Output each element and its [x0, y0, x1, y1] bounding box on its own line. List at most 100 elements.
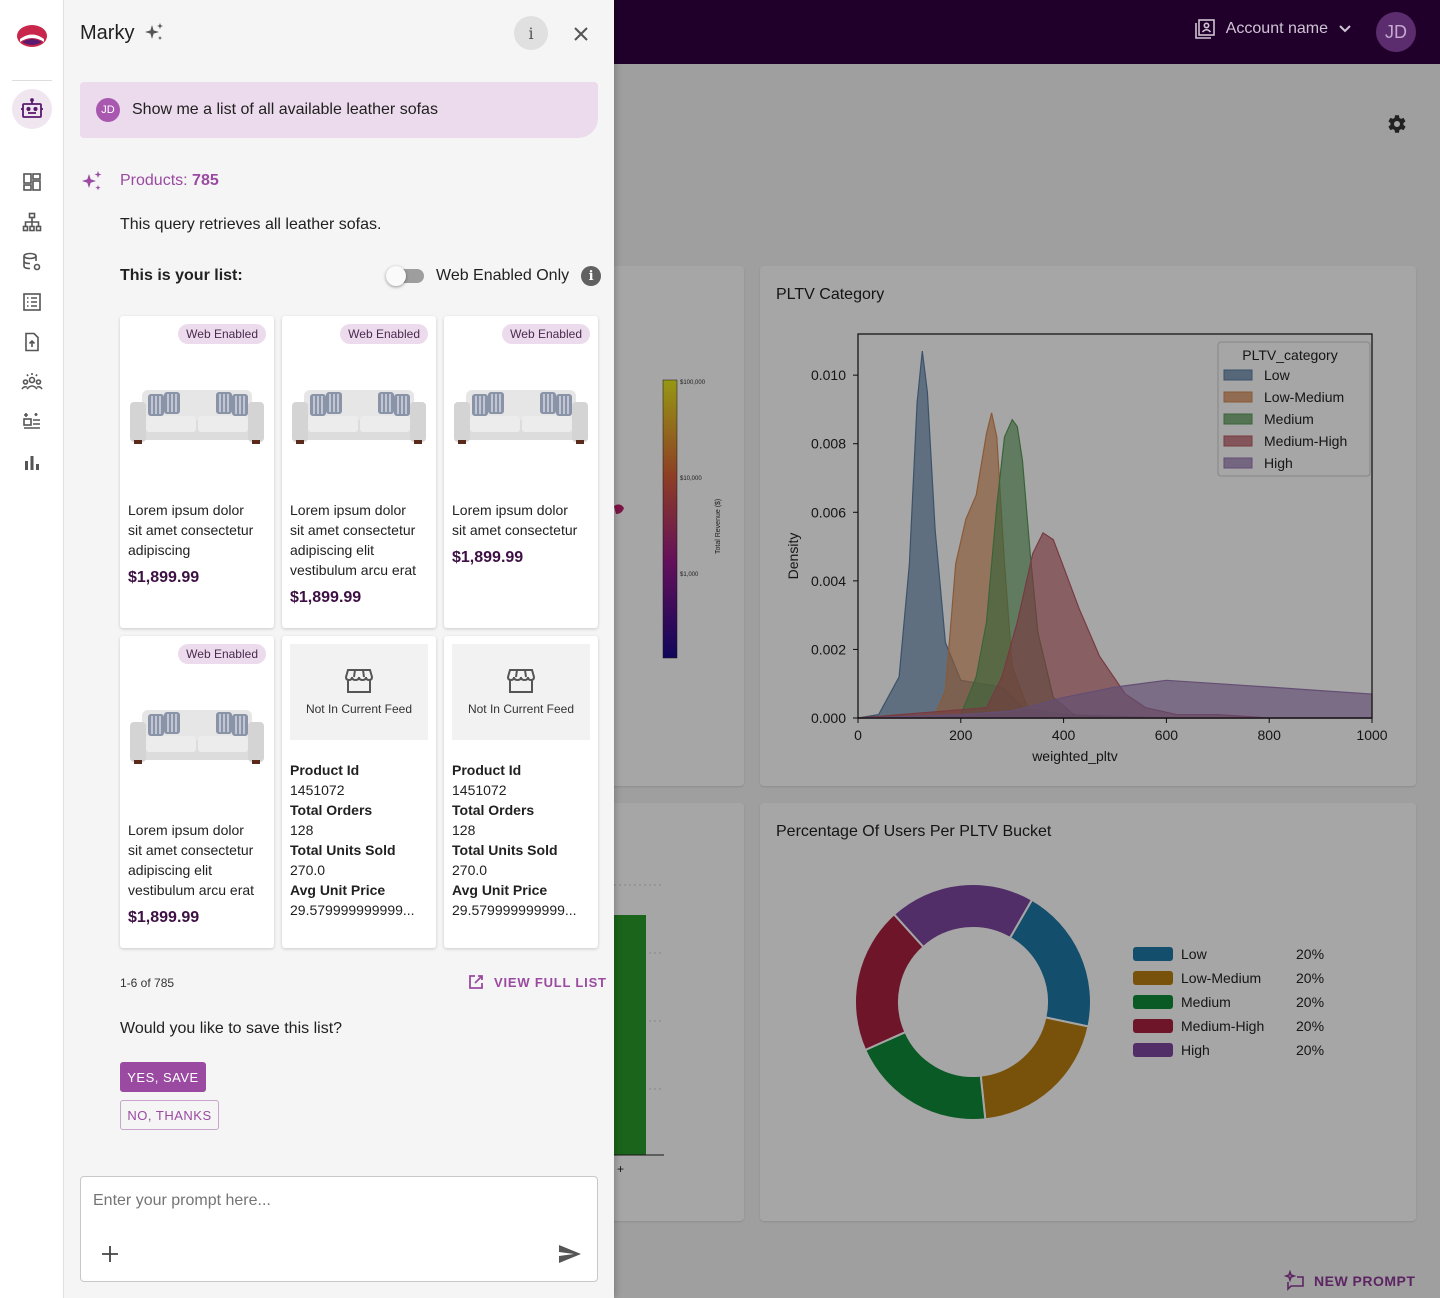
y-tick-label: 0.000	[811, 710, 846, 726]
legend-swatch	[1223, 457, 1253, 469]
dashboard: $100,000 $10,000 $1,000 Total Revenue ($…	[574, 64, 1440, 1298]
panel-close-button[interactable]	[564, 17, 598, 51]
no-thanks-button[interactable]: NO, THANKS	[120, 1100, 219, 1130]
panel-header: Marky	[80, 21, 166, 45]
donut-legend-label: Low-Medium	[1181, 970, 1261, 986]
database-gear-icon	[23, 252, 41, 271]
density-legend	[1217, 341, 1371, 477]
product-image	[290, 352, 428, 478]
web-enabled-switch[interactable]	[386, 266, 424, 286]
storefront-icon	[345, 669, 373, 693]
product-desc-line: sit amet consectetur	[290, 522, 416, 538]
sparkle-chat-icon	[1284, 1270, 1304, 1291]
rail-item-ai-content[interactable]	[20, 410, 44, 434]
user-avatar[interactable]: JD	[1376, 12, 1416, 52]
legend-entry: High	[1264, 455, 1293, 471]
user-message-avatar: JD	[96, 98, 120, 122]
product-desc-line: vestibulum arcu erat	[290, 562, 417, 578]
web-enabled-info-icon[interactable]: i	[581, 266, 602, 286]
y-tick-label: 0.006	[811, 504, 846, 520]
x-tick-label: 200	[949, 727, 973, 743]
brand-logo-icon[interactable]	[16, 22, 48, 50]
product-desc-line: adipiscing elit	[128, 862, 213, 878]
product-id-label: Product Id	[290, 762, 360, 778]
account-name: Account name	[1225, 20, 1328, 37]
new-prompt-label: NEW PROMPT	[1314, 1273, 1416, 1289]
product-description: Lorem ipsum dolor sit amet consectetur a…	[128, 820, 268, 928]
product-desc-line: vestibulum arcu erat	[128, 882, 255, 898]
revenue-colorbar: $100,000 $10,000 $1,000 Total Revenue ($…	[614, 379, 722, 659]
total-orders-value: 128	[290, 822, 314, 838]
products-label: Products:	[120, 172, 188, 189]
product-desc-line: sit amet consectetur	[128, 842, 254, 858]
sofa-icon	[454, 390, 588, 444]
assistant-panel: Marky i JD Show me a list of all availab…	[64, 0, 614, 1298]
bar-tick: +	[617, 1162, 624, 1176]
view-full-list-link[interactable]: VIEW FULL LIST	[468, 974, 607, 990]
x-tick-label: 800	[1258, 727, 1282, 743]
product-desc-line: Lorem ipsum dolor	[128, 822, 244, 838]
product-desc-line: adipiscing	[128, 542, 191, 558]
not-in-feed-label: Not In Current Feed	[467, 702, 575, 716]
x-tick-label: 1000	[1356, 727, 1387, 743]
product-card[interactable]: Web Enabled Lorem ipsum dolor sit amet c…	[120, 636, 274, 948]
total-orders-value: 128	[452, 822, 476, 838]
rail-item-data-settings[interactable]	[20, 250, 44, 274]
product-card[interactable]: Web Enabled Lorem ipsum dolor sit amet c…	[282, 316, 436, 628]
rail-item-assistant[interactable]	[12, 89, 52, 129]
rail-item-upload[interactable]	[20, 330, 44, 354]
product-image	[128, 672, 266, 798]
pltv-card-title: PLTV Category	[776, 286, 885, 303]
not-in-feed-label: Not In Current Feed	[305, 702, 413, 716]
donut-legend-value: 20%	[1296, 1042, 1324, 1058]
avg-price-value: 29.579999999999...	[452, 902, 577, 918]
product-desc-line: Lorem ipsum dolor	[452, 502, 568, 518]
product-card-not-in-feed[interactable]: Not In Current Feed Product Id 1451072 T…	[282, 636, 436, 948]
products-count-line: Products: 785	[120, 172, 219, 190]
settings-gear-icon[interactable]	[1384, 112, 1408, 136]
rail-item-audiences[interactable]	[20, 370, 44, 394]
web-enabled-badge: Web Enabled	[340, 324, 428, 344]
product-description: Lorem ipsum dolor sit amet consectetur a…	[128, 500, 268, 588]
product-id-label: Product Id	[452, 762, 522, 778]
x-tick-label: 600	[1155, 727, 1179, 743]
colorbar-label: Total Revenue ($)	[715, 499, 722, 554]
yes-save-button[interactable]: YES, SAVE	[120, 1062, 206, 1092]
legend-swatch	[1223, 391, 1253, 403]
product-card[interactable]: Web Enabled Lorem ipsum dolor sit amet c…	[444, 316, 598, 628]
colorbar-tick-100000: $100,000	[680, 380, 706, 386]
panel-title: Marky	[80, 21, 135, 44]
donut-legend-label: Medium-High	[1181, 1018, 1264, 1034]
panel-info-button[interactable]: i	[514, 16, 548, 50]
sofa-icon	[292, 390, 426, 444]
prompt-input[interactable]	[93, 1189, 583, 1213]
account-selector[interactable]: Account name	[1194, 18, 1352, 40]
x-tick-label: 0	[854, 727, 862, 743]
rail-item-hierarchy[interactable]	[20, 210, 44, 234]
new-prompt-button[interactable]: NEW PROMPT	[1284, 1270, 1415, 1292]
product-image	[452, 352, 590, 478]
product-card[interactable]: Web Enabled Lorem ipsum dolor sit amet c…	[120, 316, 274, 628]
donut-legend-label: High	[1181, 1042, 1210, 1058]
product-desc-line: adipiscing elit	[290, 542, 375, 558]
web-enabled-badge: Web Enabled	[502, 324, 590, 344]
list-label: This is your list:	[120, 267, 243, 284]
close-icon	[574, 27, 588, 41]
robot-icon	[21, 98, 43, 118]
bucket-card-title: Percentage Of Users Per PLTV Bucket	[776, 823, 1052, 840]
donut-slice-medium	[863, 1030, 987, 1121]
rail-divider	[12, 80, 52, 81]
y-axis-label: Density	[785, 533, 801, 580]
product-price: $1,899.99	[452, 549, 524, 566]
pltv-bucket-donut-chart: Low 20% Low-Medium 20% Medium 20% Medium-High 2…	[854, 883, 1324, 1121]
avg-price-label: Avg Unit Price	[290, 882, 386, 898]
open-in-new-icon	[469, 975, 483, 989]
ai-content-icon	[23, 413, 40, 429]
rail-item-analytics[interactable]	[20, 450, 44, 474]
add-attachment-icon[interactable]	[99, 1243, 121, 1265]
product-card-not-in-feed[interactable]: Not In Current Feed Product Id 1451072 T…	[444, 636, 598, 948]
send-icon[interactable]	[557, 1241, 583, 1267]
colorbar-tick-1000: $1,000	[680, 572, 699, 578]
rail-item-lists[interactable]	[20, 290, 44, 314]
rail-item-dashboard[interactable]	[20, 170, 44, 194]
